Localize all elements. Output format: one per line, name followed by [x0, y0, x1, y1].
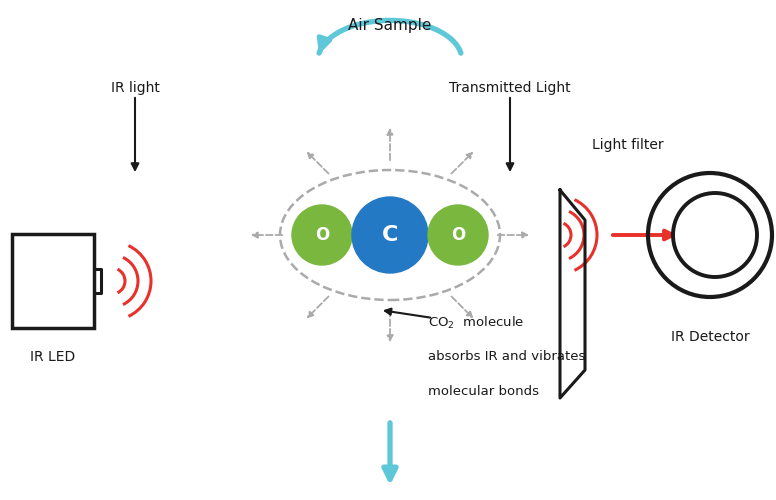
Text: molecular bonds: molecular bonds [428, 385, 539, 398]
Text: Transmitted Light: Transmitted Light [449, 81, 571, 95]
Text: CO$_2$  molecule: CO$_2$ molecule [428, 315, 525, 331]
Text: C: C [382, 225, 398, 245]
Text: absorbs IR and vibrates: absorbs IR and vibrates [428, 350, 585, 363]
Text: IR LED: IR LED [30, 350, 75, 364]
Text: O: O [451, 226, 465, 244]
Circle shape [292, 205, 352, 265]
Circle shape [352, 197, 428, 273]
Bar [12, 234, 94, 328]
Text: IR Detector: IR Detector [670, 330, 750, 344]
Text: IR light: IR light [110, 81, 159, 95]
Text: Light filter: Light filter [592, 138, 663, 152]
Text: O: O [315, 226, 329, 244]
Text: Air Sample: Air Sample [348, 18, 431, 33]
Circle shape [428, 205, 488, 265]
